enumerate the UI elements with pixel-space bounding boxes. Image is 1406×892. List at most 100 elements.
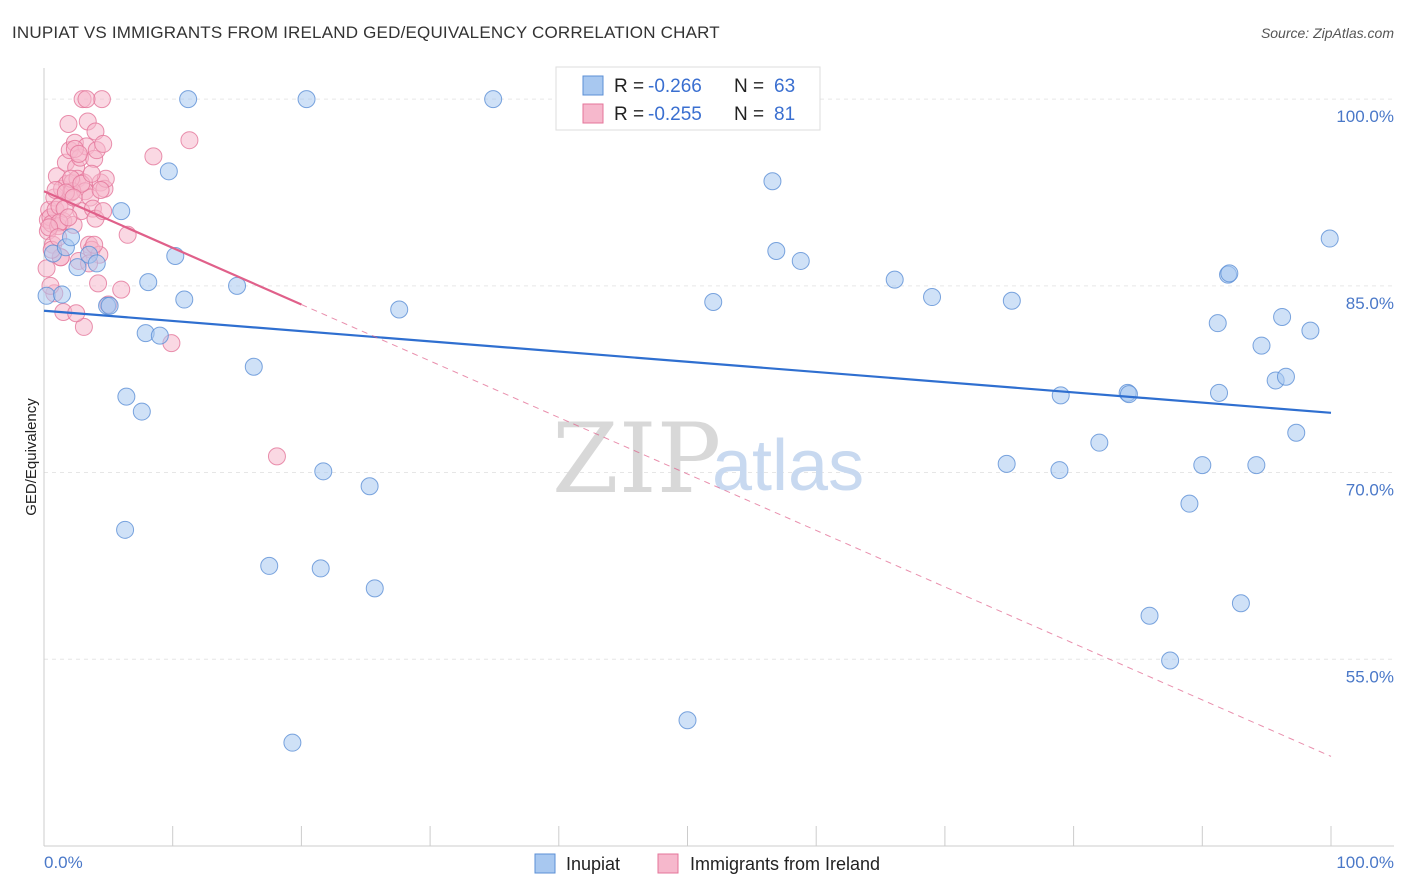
stats-r-label-inupiat: R = [614,76,644,97]
legend: Inupiat Immigrants from Ireland [534,853,880,874]
y-tick-label-2: 70.0% [1346,481,1394,500]
point-ireland-54 [267,447,286,466]
point-inupiat-60 [1301,321,1320,340]
point-inupiat-48 [1180,494,1199,513]
point-ireland-51 [144,147,163,166]
point-inupiat-49 [1193,456,1212,475]
point-inupiat-46 [1140,606,1159,625]
stats-r-label-ireland: R = [614,104,644,125]
point-inupiat-63 [1119,385,1138,404]
point-inupiat-7 [87,254,106,273]
stats-n-value-ireland: 81 [774,104,795,125]
trend-line-ireland [43,190,302,306]
x-axis-ticks [43,826,1332,846]
point-ireland-53 [180,131,199,150]
x-tick-label-right: 100.0% [1336,853,1394,872]
point-inupiat-22 [244,357,263,376]
point-inupiat-24 [283,733,302,752]
point-inupiat-34 [704,293,723,312]
point-inupiat-11 [117,387,136,406]
point-inupiat-13 [132,402,151,421]
point-ireland-62 [69,144,88,163]
stats-swatch-ireland [582,103,604,124]
point-inupiat-38 [885,270,904,289]
point-inupiat-40 [997,454,1016,473]
y-tick-label-3: 55.0% [1346,667,1394,686]
point-inupiat-16 [150,326,169,345]
series-immigrants-from-ireland-points [37,90,286,466]
gridlines [44,98,1394,660]
point-inupiat-51 [1210,383,1229,402]
point-inupiat-28 [360,477,379,496]
point-inupiat-37 [791,251,810,270]
point-inupiat-2 [53,285,72,304]
legend-label-inupiat: Inupiat [566,854,620,874]
point-inupiat-58 [1276,367,1295,386]
point-inupiat-53 [1231,594,1250,613]
point-inupiat-25 [297,90,316,109]
point-ireland-65 [91,180,110,199]
point-inupiat-31 [484,90,503,109]
point-ireland-49 [112,280,131,299]
point-inupiat-27 [314,462,333,481]
stats-n-label-ireland: N = [734,104,764,125]
legend-swatch-ireland [657,853,679,874]
watermark-atlas: atlas [712,426,864,506]
point-inupiat-29 [365,579,384,598]
point-inupiat-26 [311,559,330,578]
point-inupiat-17 [159,162,178,181]
series-inupiat-points [37,90,1339,752]
point-inupiat-4 [62,228,81,247]
point-inupiat-10 [112,202,131,221]
point-inupiat-62 [1220,264,1239,283]
point-inupiat-47 [1161,651,1180,670]
trend-line-inupiat [43,309,1332,414]
chart-source: Source: ZipAtlas.com [1261,25,1394,41]
point-inupiat-23 [260,556,279,575]
point-inupiat-57 [1273,307,1292,326]
point-inupiat-59 [1287,423,1306,442]
point-inupiat-9 [100,296,119,315]
watermark: ZIP atlas [552,403,864,515]
point-inupiat-54 [1247,456,1266,475]
x-tick-label-left: 0.0% [44,853,83,872]
point-inupiat-19 [175,290,194,309]
point-inupiat-35 [763,172,782,191]
point-inupiat-42 [1050,461,1069,480]
point-ireland-0 [37,259,56,278]
point-inupiat-15 [139,273,158,292]
legend-label-ireland: Immigrants from Ireland [690,854,880,874]
y-tick-labels: 100.0% 85.0% 70.0% 55.0% [1336,107,1394,686]
point-inupiat-33 [678,711,697,730]
point-inupiat-12 [116,520,135,539]
point-inupiat-39 [923,288,942,307]
watermark-zip: ZIP [552,403,721,515]
stats-r-value-inupiat: -0.266 [648,76,702,97]
stats-box: R = -0.266 N = 63 R = -0.255 N = 81 [555,66,821,131]
stats-n-value-inupiat: 63 [774,76,795,97]
point-inupiat-41 [1002,291,1021,310]
point-inupiat-43 [1051,386,1070,405]
point-ireland-41 [89,274,108,293]
stats-n-label-inupiat: N = [734,76,764,97]
y-axis-label: GED/Equivalency [23,398,40,516]
point-ireland-18 [59,115,78,134]
point-inupiat-44 [1090,433,1109,452]
point-inupiat-55 [1252,336,1271,355]
stats-r-value-ireland: -0.255 [648,104,702,125]
y-tick-label-1: 85.0% [1346,294,1394,313]
trend-line-ireland-extension [301,304,1332,757]
point-ireland-77 [82,164,101,183]
point-inupiat-5 [68,258,87,277]
legend-swatch-inupiat [534,853,556,874]
point-ireland-45 [94,134,113,153]
chart-title: INUPIAT VS IMMIGRANTS FROM IRELAND GED/E… [12,23,720,42]
point-inupiat-20 [179,90,198,109]
point-ireland-57 [74,317,93,336]
y-tick-label-0: 100.0% [1336,107,1394,126]
stats-swatch-inupiat [582,75,604,96]
point-inupiat-36 [767,241,786,260]
point-inupiat-0 [37,286,56,305]
point-ireland-44 [92,90,111,109]
trend-lines [43,190,1332,757]
